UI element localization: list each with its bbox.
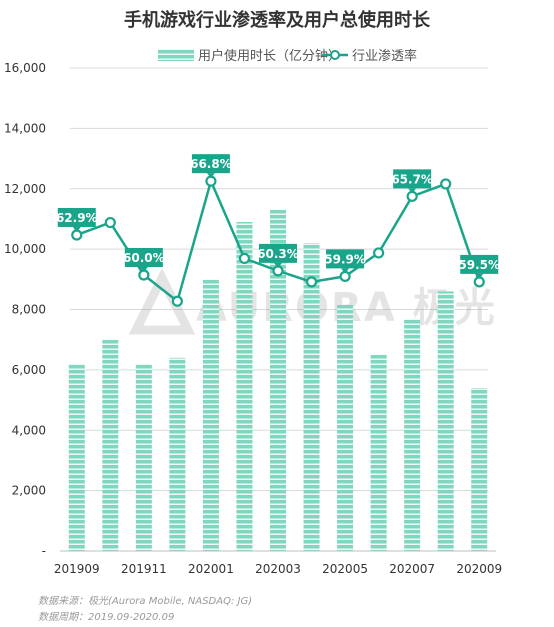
svg-text:65.7%: 65.7%	[391, 172, 433, 186]
x-tick-label: 202009	[456, 562, 502, 576]
bar-201909	[68, 363, 85, 551]
svg-text:59.9%: 59.9%	[324, 252, 366, 266]
data-label-202005: 59.9%	[324, 249, 366, 274]
data-label-202007: 65.7%	[391, 169, 433, 194]
bar-202005	[337, 304, 354, 551]
y-tick-label: 6,000	[12, 363, 46, 377]
data-label-202009: 59.5%	[458, 254, 500, 279]
legend: 用户使用时长（亿分钟） 行业渗透率	[158, 48, 417, 64]
bar-202004	[303, 243, 320, 551]
source-note: 数据来源：极光(Aurora Mobile, NASDAQ: JG)	[38, 596, 253, 607]
bar-201912	[169, 357, 186, 551]
x-tick-label: 201909	[54, 562, 100, 576]
y-tick-label: 14,000	[4, 121, 46, 135]
legend-line-label: 行业渗透率	[352, 48, 417, 64]
line-point-202006	[373, 247, 385, 259]
bar-202002	[236, 221, 253, 552]
svg-text:60.0%: 60.0%	[123, 251, 165, 265]
data-label-202001: 66.8%	[190, 154, 232, 179]
y-tick-label: 2,000	[12, 484, 46, 498]
period-note: 数据周期：2019.09-2020.09	[38, 612, 175, 623]
bars	[68, 209, 488, 552]
bar-202003	[270, 209, 286, 551]
x-tick-label: 202007	[389, 562, 435, 576]
data-label-201911: 60.0%	[123, 248, 165, 272]
x-tick-label: 202001	[188, 562, 234, 576]
line-point-201912	[171, 295, 183, 307]
y-tick-label: 4,000	[12, 423, 46, 437]
svg-text:60.3%: 60.3%	[257, 247, 299, 261]
bar-202008	[437, 291, 454, 551]
x-tick-label: 202003	[255, 562, 301, 576]
x-axis: 201909 201911 202001 202003 202005 202007 2020…	[54, 550, 502, 576]
data-labels: 62.9% 60.0% 66.8% 60.3% 59.9% 65.7% 59.5%	[56, 154, 500, 279]
bar-201910	[102, 339, 119, 551]
bar-202001	[202, 279, 219, 551]
svg-text:59.5%: 59.5%	[458, 258, 500, 272]
penetration-line	[71, 175, 485, 307]
legend-bar-label: 用户使用时长（亿分钟）	[198, 48, 341, 64]
svg-text:66.8%: 66.8%	[190, 157, 232, 171]
y-tick-label: 12,000	[4, 182, 46, 196]
bar-202009	[471, 387, 488, 551]
chart-title: 手机游戏行业渗透率及用户总使用时长	[124, 9, 431, 31]
data-label-201909: 62.9%	[56, 207, 98, 232]
legend-bar-swatch	[158, 49, 194, 61]
y-tick-label: 16,000	[4, 61, 46, 75]
y-axis: - 2,000 4,000 6,000 8,000 10,000 12,000 14,000 1…	[4, 61, 46, 558]
bar-201911	[135, 363, 152, 551]
data-label-202003: 60.3%	[257, 243, 299, 268]
y-tick-label: -	[42, 544, 46, 558]
line-point-201910	[104, 216, 116, 229]
line-point-202008	[440, 178, 452, 190]
bar-202007	[404, 318, 421, 551]
legend-line-marker	[330, 50, 340, 60]
y-tick-label: 10,000	[4, 242, 46, 256]
svg-text:62.9%: 62.9%	[56, 211, 98, 225]
y-tick-label: 8,000	[12, 303, 46, 317]
bar-202006	[370, 354, 387, 551]
line-point-202004	[305, 276, 318, 288]
x-tick-label: 202005	[322, 562, 368, 576]
line-point-202002	[238, 252, 251, 265]
x-tick-label: 201911	[121, 562, 167, 576]
